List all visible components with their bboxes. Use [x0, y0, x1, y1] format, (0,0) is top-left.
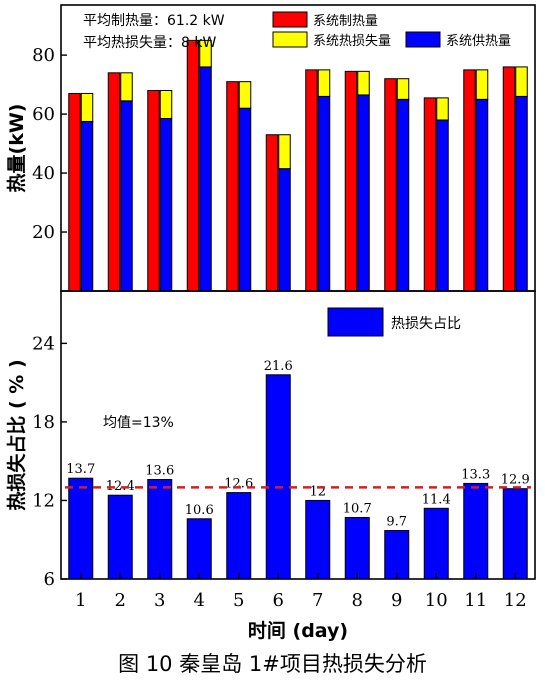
x-tick-label: 3 — [154, 590, 165, 611]
legend-swatch — [272, 11, 308, 28]
production-bar — [463, 69, 476, 292]
figure-caption: 图 10 秦皇岛 1#项目热损失分析 — [118, 652, 427, 676]
y-tick-label: 12 — [32, 490, 55, 511]
supply-bar — [278, 168, 291, 292]
production-bar — [186, 39, 200, 292]
production-bar — [384, 78, 397, 292]
loss-bar — [436, 97, 449, 121]
heat-quantity-panel: 20 40 60 80 热量(kW) 平均制热量：61.2 kW 平均热损失量：8 kW 系统… — [5, 4, 536, 292]
loss-bar — [159, 90, 173, 120]
loss-ratio-bar — [384, 530, 410, 580]
y-tick-label: 18 — [32, 412, 55, 433]
legend-label: 系统制热量 — [313, 14, 378, 29]
production-bar — [68, 92, 81, 292]
y-tick-label: 60 — [32, 104, 55, 125]
bar-value-label: 13.6 — [145, 464, 174, 479]
y-tick-label: 6 — [44, 569, 55, 590]
loss-bar — [357, 70, 370, 96]
supply-bar — [357, 94, 370, 292]
bar-value-label: 10.6 — [185, 503, 214, 518]
bar-value-label: 12.6 — [224, 477, 253, 492]
x-tick-label: 7 — [312, 590, 323, 611]
supply-bar — [120, 100, 133, 292]
legend-swatch — [272, 31, 308, 48]
loss-bar — [317, 69, 331, 97]
supply-bar — [159, 118, 173, 292]
avg-production-annotation: 平均制热量：61.2 kW — [83, 13, 225, 29]
production-bar — [502, 66, 516, 292]
bar-value-label: 12.4 — [106, 479, 135, 494]
legend-label: 系统供热量 — [446, 34, 511, 49]
supply-bar — [515, 95, 528, 292]
bar-value-label: 13.3 — [461, 467, 490, 482]
bar-value-label: 21.6 — [264, 359, 293, 374]
loss-bar — [199, 39, 212, 68]
supply-bar — [436, 119, 449, 292]
x-tick-label: 11 — [464, 590, 487, 611]
supply-bar — [475, 98, 489, 292]
production-bar — [423, 97, 437, 292]
loss-ratio-bar — [305, 499, 331, 580]
bar-value-label: 10.7 — [343, 501, 372, 516]
supply-bar — [199, 66, 212, 292]
loss-bar — [475, 69, 489, 100]
bar-value-label: 11.4 — [422, 492, 451, 507]
x-tick-label: 4 — [194, 590, 205, 611]
x-tick-label: 12 — [504, 590, 527, 611]
production-bar — [265, 134, 279, 292]
loss-bar — [515, 66, 528, 97]
bar-value-label: 12.9 — [501, 473, 530, 488]
supply-bar — [396, 98, 410, 292]
loss-bar — [120, 72, 133, 102]
loss-ratio-bar — [147, 479, 173, 580]
x-tick-label: 1 — [75, 590, 86, 611]
supply-bar — [317, 95, 331, 292]
supply-bar — [80, 120, 94, 292]
loss-ratio-bar — [68, 477, 94, 580]
bar-value-label: 13.7 — [66, 462, 95, 477]
production-bar — [226, 81, 239, 292]
y-tick-label: 40 — [32, 163, 55, 184]
loss-ratio-bar — [265, 374, 291, 580]
loss-bar — [238, 81, 252, 109]
y-axis-title: 热损失占比 ( % ) — [5, 359, 28, 510]
legend-swatch — [405, 31, 441, 48]
y-tick-label: 80 — [32, 45, 55, 66]
loss-bar — [396, 78, 410, 100]
loss-bar — [80, 92, 94, 122]
x-tick-label: 5 — [233, 590, 244, 611]
loss-ratio-bar — [502, 488, 528, 580]
avg-loss-annotation: 平均热损失量：8 kW — [83, 35, 216, 51]
production-bar — [344, 70, 358, 292]
mean-label: 均值=13% — [103, 415, 174, 431]
y-axis-title: 热量(kW) — [5, 104, 28, 193]
heat-loss-chart: 20 40 60 80 热量(kW) 平均制热量：61.2 kW 平均热损失量：8 kW 系统… — [5, 4, 536, 642]
x-tick-label: 6 — [273, 590, 284, 611]
production-bar — [107, 72, 121, 292]
loss-bar — [278, 134, 291, 170]
loss-ratio-bar — [107, 494, 133, 580]
loss-ratio-bar — [226, 492, 252, 580]
legend-label: 热损失占比 — [391, 316, 461, 332]
x-tick-label: 8 — [352, 590, 363, 611]
legend-swatch — [327, 307, 384, 337]
loss-ratio-bar — [186, 518, 212, 580]
loss-ratio-bar — [344, 516, 370, 580]
production-bar — [147, 90, 160, 292]
loss-ratio-bar — [423, 507, 449, 580]
x-tick-label: 2 — [115, 590, 126, 611]
production-bar — [305, 69, 318, 292]
loss-ratio-bar — [463, 482, 489, 580]
x-tick-label: 9 — [391, 590, 402, 611]
y-tick-label: 24 — [32, 333, 55, 354]
supply-bar — [238, 107, 252, 292]
x-axis-title: 时间 (day) — [248, 620, 348, 642]
bottom-plot-frame — [60, 290, 536, 580]
x-tick-label: 10 — [425, 590, 448, 611]
bar-value-label: 9.7 — [386, 515, 407, 530]
legend-label: 系统热损失量 — [313, 34, 391, 49]
y-tick-label: 20 — [32, 222, 55, 243]
